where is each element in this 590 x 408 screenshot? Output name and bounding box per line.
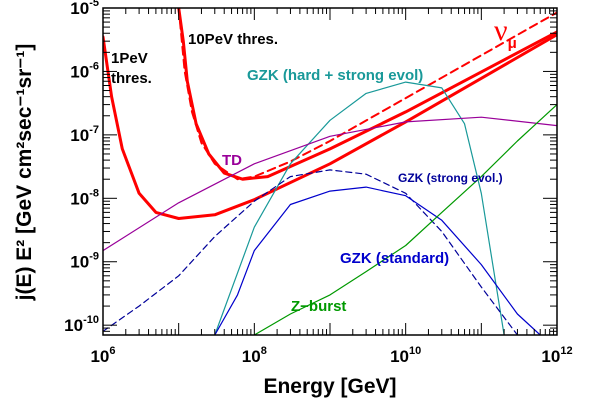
y-tick-label: 10-10 [64,314,99,335]
x-axis-title: Energy [GeV] [263,375,396,398]
series-gzk-standard-line [214,186,541,335]
y-tick-label: 10-6 [70,60,99,81]
y-tick-label: 10-7 [70,124,99,145]
annotation-nu-mu: νμ [494,14,517,52]
annotation-gzk-strong: GZK (strong evol.) [398,171,503,185]
series-gzk-hard-line [214,81,505,335]
annotation-gzk-standard: GZK (standard) [340,250,449,267]
annotation-gzk-hard: GZK (hard + strong evol) [247,67,423,84]
x-tick-label: 108 [242,345,267,366]
annotation-td: TD [222,152,242,169]
x-tick-label: 1010 [390,345,421,366]
annotation-1pev-line2: thres. [111,70,152,87]
x-tick-label: 106 [90,345,115,366]
y-tick-label: 10-5 [70,0,99,18]
y-axis-title: j(E) E² [GeV cm²sec⁻¹sr⁻¹] [13,44,36,302]
annotation-nu-mu-sub: μ [508,35,517,52]
annotation-10pev: 10PeV thres. [188,31,278,48]
tick-layer [102,7,558,336]
annotation-nu-mu-base: ν [494,14,508,47]
series-thres-1pev-line [103,33,557,220]
series-td-line [103,116,557,252]
annotation-z-burst: Z−burst [291,298,346,315]
series-gzk-strong-line [103,169,518,335]
annotation-1pev-line1: 1PeV [111,50,148,67]
series-nu-mu-line [177,8,557,181]
curve-layer [103,8,557,335]
tick-label-layer: 106 108 1010 1012 10-10 10-9 10-8 10-7 10-6 10-5 [64,0,572,366]
y-tick-label: 10-8 [70,187,99,208]
series-thres-10pev-line [177,8,557,181]
x-tick-label: 1012 [541,345,572,366]
y-tick-label: 10-9 [70,251,99,272]
series-z-burst-line [253,104,557,335]
